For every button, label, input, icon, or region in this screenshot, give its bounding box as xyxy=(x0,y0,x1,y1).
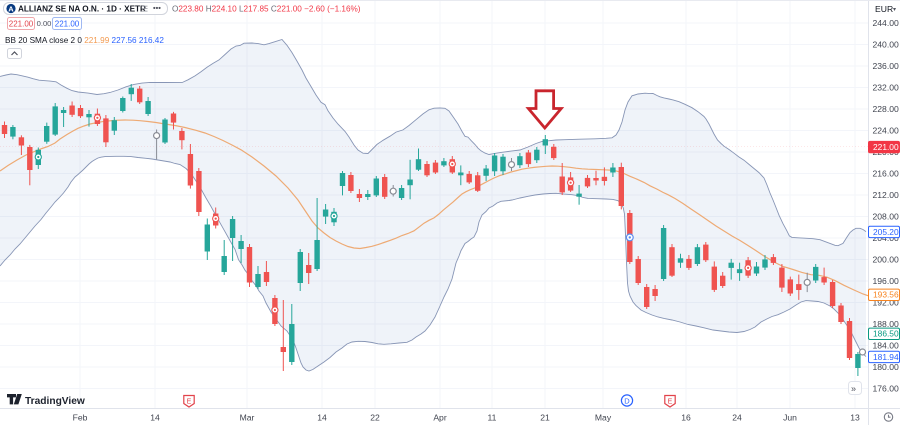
svg-text:Feb: Feb xyxy=(73,412,88,422)
svg-text:184.00: 184.00 xyxy=(873,341,900,351)
svg-text:ALLIANZ SE NA O.N. · 1D · XETR: ALLIANZ SE NA O.N. · 1D · XETR xyxy=(18,4,146,13)
svg-text:O223.80 H224.10 L217.85 C221.0: O223.80 H224.10 L217.85 C221.00 −2.60 (−… xyxy=(172,4,361,13)
svg-text:221.00: 221.00 xyxy=(873,142,899,152)
svg-text:14: 14 xyxy=(317,412,327,422)
svg-text:21: 21 xyxy=(540,412,550,422)
svg-text:181.94: 181.94 xyxy=(873,352,899,362)
svg-text:224.00: 224.00 xyxy=(873,126,900,136)
svg-text:EUR: EUR xyxy=(875,4,893,14)
svg-text:228.00: 228.00 xyxy=(873,104,900,114)
svg-text:192.00: 192.00 xyxy=(873,298,900,308)
svg-text:▾: ▾ xyxy=(893,7,896,13)
svg-text:176.00: 176.00 xyxy=(873,384,900,394)
svg-text:232.00: 232.00 xyxy=(873,83,900,93)
svg-text:»: » xyxy=(851,384,856,394)
svg-text:212.00: 212.00 xyxy=(873,190,900,200)
svg-text:0.00: 0.00 xyxy=(37,19,52,28)
svg-text:E: E xyxy=(187,399,192,406)
svg-text:236.00: 236.00 xyxy=(873,61,900,71)
svg-text:244.00: 244.00 xyxy=(873,18,900,28)
svg-text:TradingView: TradingView xyxy=(25,396,85,407)
svg-text:16: 16 xyxy=(681,412,691,422)
svg-text:221.00: 221.00 xyxy=(55,19,80,28)
svg-text:216.00: 216.00 xyxy=(873,169,900,179)
svg-text:•••: ••• xyxy=(153,4,161,13)
svg-text:221.00: 221.00 xyxy=(9,19,34,28)
svg-text:180.00: 180.00 xyxy=(873,362,900,372)
svg-text:196.00: 196.00 xyxy=(873,276,900,286)
svg-text:22: 22 xyxy=(370,412,380,422)
svg-text:14: 14 xyxy=(150,412,160,422)
svg-text:13: 13 xyxy=(850,412,860,422)
svg-text:193.56: 193.56 xyxy=(873,290,899,300)
svg-text:240.00: 240.00 xyxy=(873,40,900,50)
svg-text:24: 24 xyxy=(732,412,742,422)
svg-text:Apr: Apr xyxy=(433,412,447,422)
svg-text:11: 11 xyxy=(488,412,497,422)
svg-text:A: A xyxy=(8,4,14,13)
svg-text:BB 20 SMA close 2 0 221.99 227: BB 20 SMA close 2 0 221.99 227.56 216.42 xyxy=(5,36,164,45)
svg-text:200.00: 200.00 xyxy=(873,255,900,265)
svg-text:186.50: 186.50 xyxy=(873,329,899,339)
svg-text:188.00: 188.00 xyxy=(873,319,900,329)
svg-text:205.20: 205.20 xyxy=(873,227,899,237)
svg-text:May: May xyxy=(595,412,612,422)
svg-text:D: D xyxy=(624,397,630,406)
svg-text:Mar: Mar xyxy=(240,412,255,422)
svg-text:☰: ☰ xyxy=(141,5,148,14)
svg-text:E: E xyxy=(668,399,673,406)
svg-text:208.00: 208.00 xyxy=(873,212,900,222)
svg-text:Jun: Jun xyxy=(783,412,797,422)
